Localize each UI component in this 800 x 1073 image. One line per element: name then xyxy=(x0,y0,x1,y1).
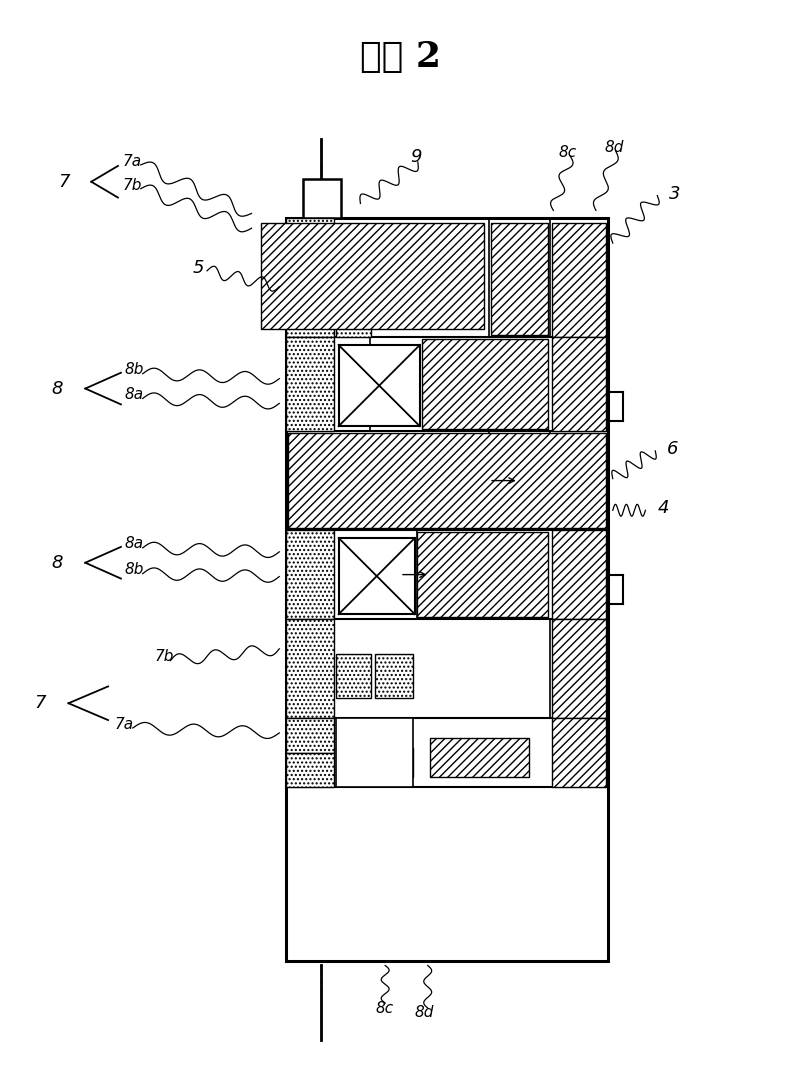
Text: 4: 4 xyxy=(658,499,669,517)
Bar xyxy=(375,748,413,778)
Bar xyxy=(286,273,334,337)
Bar xyxy=(338,538,415,614)
Bar xyxy=(336,653,371,699)
Bar xyxy=(286,718,334,753)
Bar xyxy=(286,619,334,718)
Bar xyxy=(552,718,606,788)
Text: 3: 3 xyxy=(669,185,681,203)
Bar xyxy=(491,223,549,335)
Bar xyxy=(338,346,420,426)
Bar xyxy=(417,532,549,617)
Bar xyxy=(552,223,606,337)
Bar xyxy=(336,297,371,337)
Text: 7b: 7b xyxy=(123,178,142,193)
Text: 8d: 8d xyxy=(415,1005,434,1020)
Text: 附图 2: 附图 2 xyxy=(359,40,441,74)
Text: 5: 5 xyxy=(192,259,204,277)
Bar xyxy=(430,738,529,778)
Text: 8a: 8a xyxy=(125,536,144,552)
Bar xyxy=(303,179,341,218)
Bar xyxy=(262,223,484,329)
Bar xyxy=(336,748,371,778)
Bar xyxy=(286,530,334,619)
Bar xyxy=(422,339,549,429)
Text: 8b: 8b xyxy=(125,363,144,378)
Bar xyxy=(286,753,334,788)
Text: 7b: 7b xyxy=(154,649,174,664)
Text: 7: 7 xyxy=(58,173,70,191)
Text: 8: 8 xyxy=(52,380,63,398)
Text: 6: 6 xyxy=(667,440,678,458)
Bar xyxy=(336,718,413,788)
Bar xyxy=(375,653,413,699)
Text: 7a: 7a xyxy=(115,717,134,732)
Text: 7: 7 xyxy=(34,694,46,712)
Text: 8c: 8c xyxy=(375,1000,394,1015)
Text: 8: 8 xyxy=(52,554,63,572)
Bar xyxy=(286,218,334,273)
Text: 8c: 8c xyxy=(558,145,577,160)
Bar xyxy=(288,433,606,528)
Bar xyxy=(286,337,334,431)
Bar xyxy=(552,530,606,619)
Bar xyxy=(286,218,608,960)
Text: 7a: 7a xyxy=(123,155,142,170)
Bar xyxy=(552,619,606,718)
Bar xyxy=(552,337,606,431)
Text: 8a: 8a xyxy=(125,387,144,402)
Text: 8b: 8b xyxy=(125,562,144,577)
Bar xyxy=(336,270,371,297)
Text: 8d: 8d xyxy=(605,139,624,155)
Text: 9: 9 xyxy=(410,148,422,166)
